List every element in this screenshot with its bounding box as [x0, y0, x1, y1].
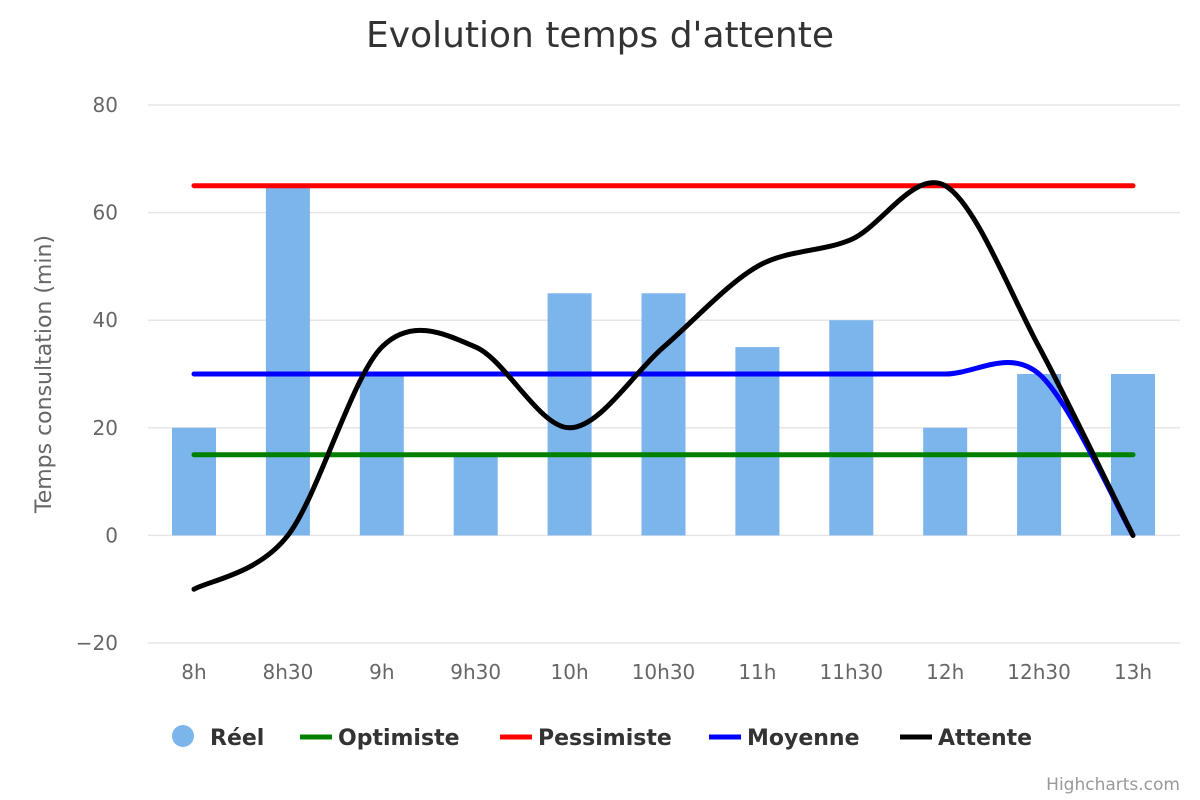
legend-label: Moyenne	[747, 726, 860, 751]
y-tick-label: 80	[93, 93, 118, 117]
bar[interactable]	[735, 347, 780, 536]
legend-label: Pessimiste	[538, 726, 672, 751]
y-tick-label: 40	[93, 308, 118, 332]
bar[interactable]	[923, 427, 968, 536]
legend-item[interactable]: Pessimiste	[500, 726, 672, 751]
bar[interactable]	[547, 293, 592, 536]
legend-item[interactable]: Réel	[172, 725, 264, 751]
legend-label: Réel	[210, 726, 264, 751]
x-tick-label: 10h30	[632, 660, 696, 684]
x-axis-ticks: 8h 8h30 9h 9h30 10h 10h30 11h 11h30 12h 12h30 13h	[181, 660, 1152, 684]
legend-label: Attente	[938, 726, 1032, 751]
legend-item[interactable]: Moyenne	[709, 726, 860, 751]
x-tick-label: 10h	[551, 660, 589, 684]
bar[interactable]	[641, 293, 686, 536]
y-tick-label: 60	[93, 201, 118, 225]
y-tick-label: 0	[105, 523, 118, 547]
chart-title: Evolution temps d'attente	[366, 15, 834, 56]
x-tick-label: 12h30	[1007, 660, 1071, 684]
y-tick-label: 20	[93, 416, 118, 440]
legend-symbol	[172, 725, 194, 747]
bar[interactable]	[265, 185, 310, 536]
bar[interactable]	[453, 454, 498, 536]
legend-item[interactable]: Optimiste	[300, 726, 460, 751]
legend[interactable]: Réel Optimiste Pessimiste Moyenne Attente	[172, 725, 1032, 751]
x-tick-label: 11h30	[820, 660, 884, 684]
line-series	[191, 180, 1136, 592]
legend-label: Optimiste	[338, 726, 460, 751]
y-tick-label: −20	[76, 631, 118, 655]
x-tick-label: 11h	[738, 660, 776, 684]
y-axis-label: Temps consultation (min)	[32, 235, 57, 514]
bar[interactable]	[172, 427, 216, 536]
x-tick-label: 8h	[181, 660, 206, 684]
x-tick-label: 9h	[369, 660, 394, 684]
x-tick-label: 13h	[1114, 660, 1152, 684]
series-line-attente[interactable]	[191, 180, 1136, 592]
credits-link[interactable]: Highcharts.com	[1046, 775, 1180, 795]
x-tick-label: 9h30	[450, 660, 501, 684]
bar[interactable]	[829, 320, 874, 536]
x-tick-label: 8h30	[262, 660, 313, 684]
x-tick-label: 12h	[926, 660, 964, 684]
legend-item[interactable]: Attente	[900, 726, 1032, 751]
y-axis-ticks: −20 0 20 40 60 80	[76, 93, 118, 655]
